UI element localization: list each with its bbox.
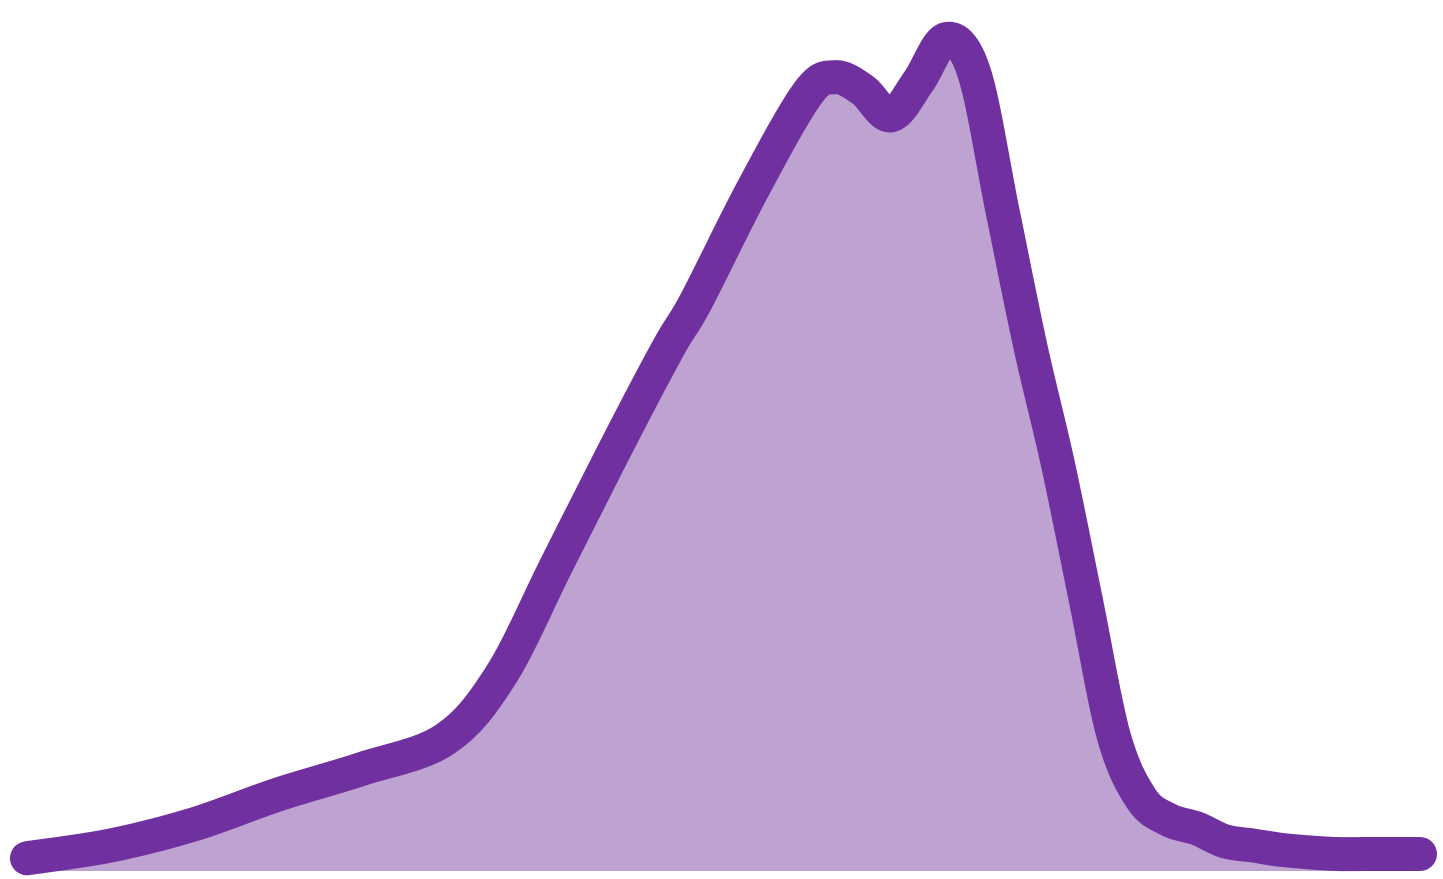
series-line (10, 21, 1437, 876)
series-area-fill (27, 38, 1420, 871)
